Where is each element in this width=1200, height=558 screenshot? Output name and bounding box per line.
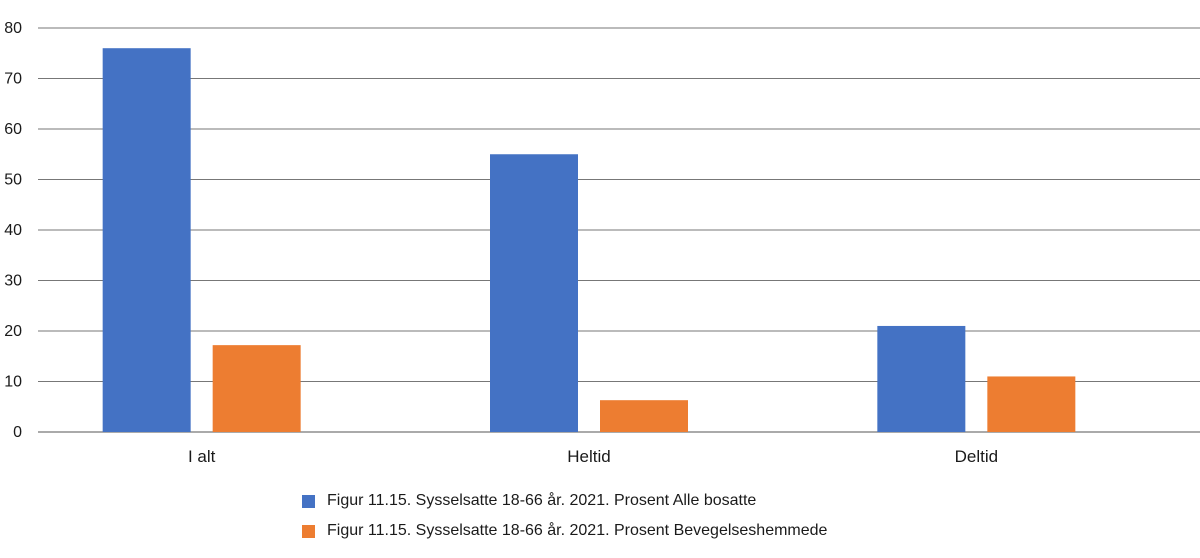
bar-alle-bosatte-0	[102, 48, 191, 432]
x-category-label-1: Heltid	[567, 447, 610, 466]
legend-label-bevegelseshemmede: Figur 11.15. Sysselsatte 18-66 år. 2021.…	[327, 522, 828, 539]
y-tick-label-40: 40	[4, 222, 22, 239]
legend-swatch-alle-bosatte	[302, 494, 315, 508]
bar-alle-bosatte-1	[490, 154, 578, 432]
y-tick-label-80: 80	[4, 20, 22, 37]
y-tick-label-70: 70	[4, 71, 22, 88]
y-tick-label-50: 50	[4, 172, 22, 189]
y-tick-label-30: 30	[4, 273, 22, 290]
x-category-label-2: Deltid	[955, 447, 998, 466]
y-tick-label-0: 0	[13, 424, 22, 441]
bar-bevegelseshemmede-2	[987, 376, 1076, 432]
y-tick-label-10: 10	[4, 374, 22, 391]
legend-item-bevegelseshemmede: Figur 11.15. Sysselsatte 18-66 år. 2021.…	[302, 516, 827, 546]
bar-chart: 0 10 20 30 40 50 60 70 80 I alt Heltid Deltid	[4, 20, 1200, 466]
legend: Figur 11.15. Sysselsatte 18-66 år. 2021.…	[302, 486, 827, 546]
bar-bevegelseshemmede-1	[600, 400, 688, 432]
legend-item-alle-bosatte: Figur 11.15. Sysselsatte 18-66 år. 2021.…	[302, 486, 827, 516]
bar-bevegelseshemmede-0	[212, 345, 301, 432]
x-category-label-0: I alt	[188, 447, 216, 466]
legend-swatch-bevegelseshemmede	[302, 524, 315, 538]
legend-label-alle-bosatte: Figur 11.15. Sysselsatte 18-66 år. 2021.…	[327, 492, 757, 509]
bar-alle-bosatte-2	[877, 325, 966, 432]
y-tick-label-20: 20	[4, 323, 22, 340]
y-tick-label-60: 60	[4, 121, 22, 138]
